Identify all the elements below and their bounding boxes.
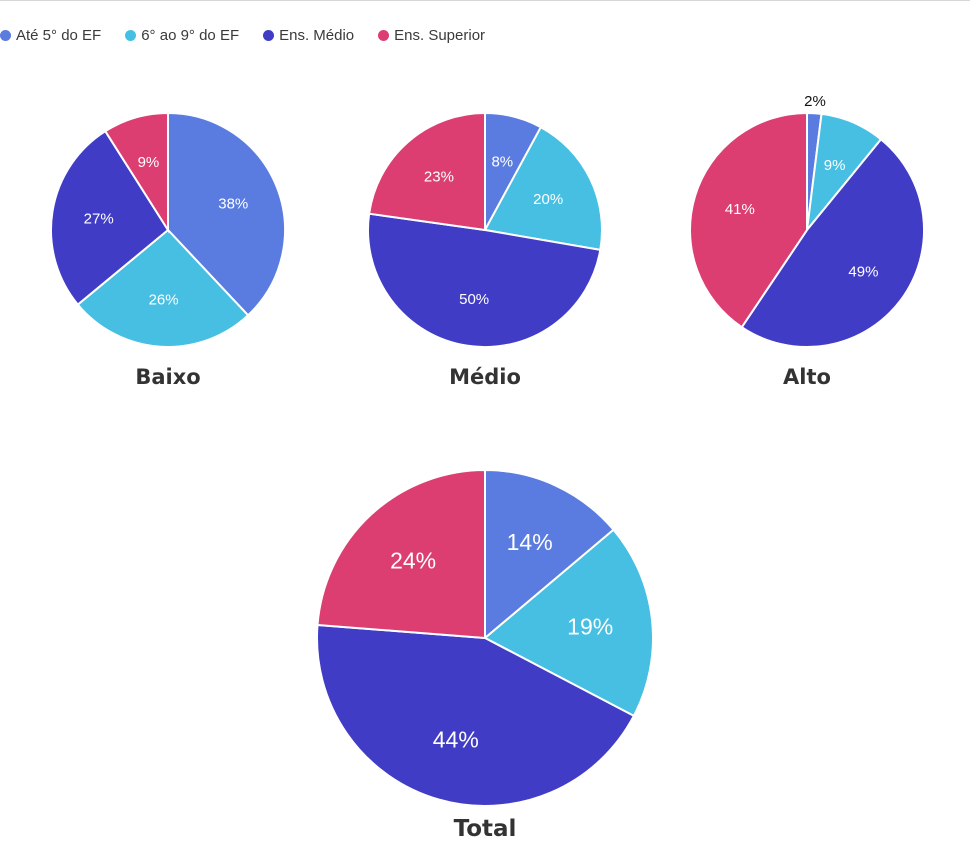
pie-slice-baixo-ens-superior[interactable] — [103, 111, 169, 234]
legend-item-6-ao-9[interactable]: 6° ao 9° do EF — [125, 27, 239, 44]
legend-label: Ens. Superior — [394, 26, 486, 44]
pie-slice-label: 38% — [218, 196, 248, 213]
pie-slice-alto-ens-medio[interactable] — [740, 137, 925, 349]
pie-slice-baixo-ens-medio[interactable] — [50, 129, 170, 306]
pie-chart-total: 14% 19% 44% 24% Total — [316, 468, 654, 842]
legend-item-ate-5[interactable]: Até 5° do EF — [0, 27, 101, 44]
pie-slice-medio-6-ao-9-do-ef[interactable] — [483, 125, 603, 252]
legend-swatch — [263, 29, 275, 41]
pie-slice-medio-ens-superior[interactable] — [368, 111, 486, 232]
legend-label: 6° ao 9° do EF — [141, 26, 240, 44]
pie-slice-label: 14% — [507, 529, 553, 555]
pie-slice-label: 19% — [567, 614, 613, 640]
pie-slice-label: 9% — [824, 157, 846, 174]
legend-swatch — [125, 29, 137, 41]
chart-legend: Até 5° do EF 6° ao 9° do EF Ens. Médio E… — [0, 26, 509, 44]
pie-chart-alto: 2% 9% 49% 41% Alto — [688, 93, 925, 389]
pie-slice-total-6-ao-9-do-ef[interactable] — [483, 528, 654, 718]
pie-slice-baixo-ate-5-do-ef[interactable] — [167, 111, 286, 317]
pie-slice-label: 49% — [848, 263, 878, 280]
legend-item-ens-superior[interactable]: Ens. Superior — [378, 27, 485, 44]
pie-slice-alto-ens-superior[interactable] — [688, 111, 808, 329]
pie-slice-label: 20% — [533, 191, 563, 208]
pie-slice-label: 41% — [725, 201, 755, 218]
pie-slice-label: 8% — [491, 153, 513, 170]
pie-chart-medio: 8% 20% 50% 23% Médio — [366, 111, 603, 389]
pie-title: Alto — [783, 365, 831, 389]
pie-slice-label: 44% — [433, 727, 479, 753]
top-divider — [0, 0, 970, 1]
pie-slice-medio-ens-medio[interactable] — [366, 212, 602, 348]
pie-slice-label: 24% — [390, 547, 436, 573]
pie-title: Baixo — [135, 365, 200, 389]
pie-title: Total — [454, 816, 517, 842]
pie-slice-total-ate-5-do-ef[interactable] — [484, 468, 615, 641]
legend-label: Até 5° do EF — [16, 26, 102, 44]
pie-title: Médio — [449, 365, 521, 389]
pie-chart-baixo: 38% 26% 27% 9% Baixo — [50, 111, 286, 389]
pie-slice-label: 23% — [424, 169, 454, 186]
pie-slice-label: 27% — [84, 211, 114, 228]
pie-slice-label: 50% — [459, 291, 489, 308]
legend-label: Ens. Médio — [279, 26, 355, 44]
pie-slice-baixo-6-ao-9-do-ef[interactable] — [76, 228, 250, 348]
pie-slice-label: 9% — [138, 154, 160, 171]
pie-slice-label: 2% — [804, 93, 826, 110]
pie-slice-label: 26% — [149, 292, 179, 309]
legend-swatch — [378, 29, 390, 41]
pie-slice-total-ens-superior[interactable] — [316, 468, 486, 640]
pie-slice-total-ens-medio[interactable] — [316, 623, 636, 807]
legend-item-ens-medio[interactable]: Ens. Médio — [263, 27, 354, 44]
legend-swatch — [0, 29, 11, 41]
